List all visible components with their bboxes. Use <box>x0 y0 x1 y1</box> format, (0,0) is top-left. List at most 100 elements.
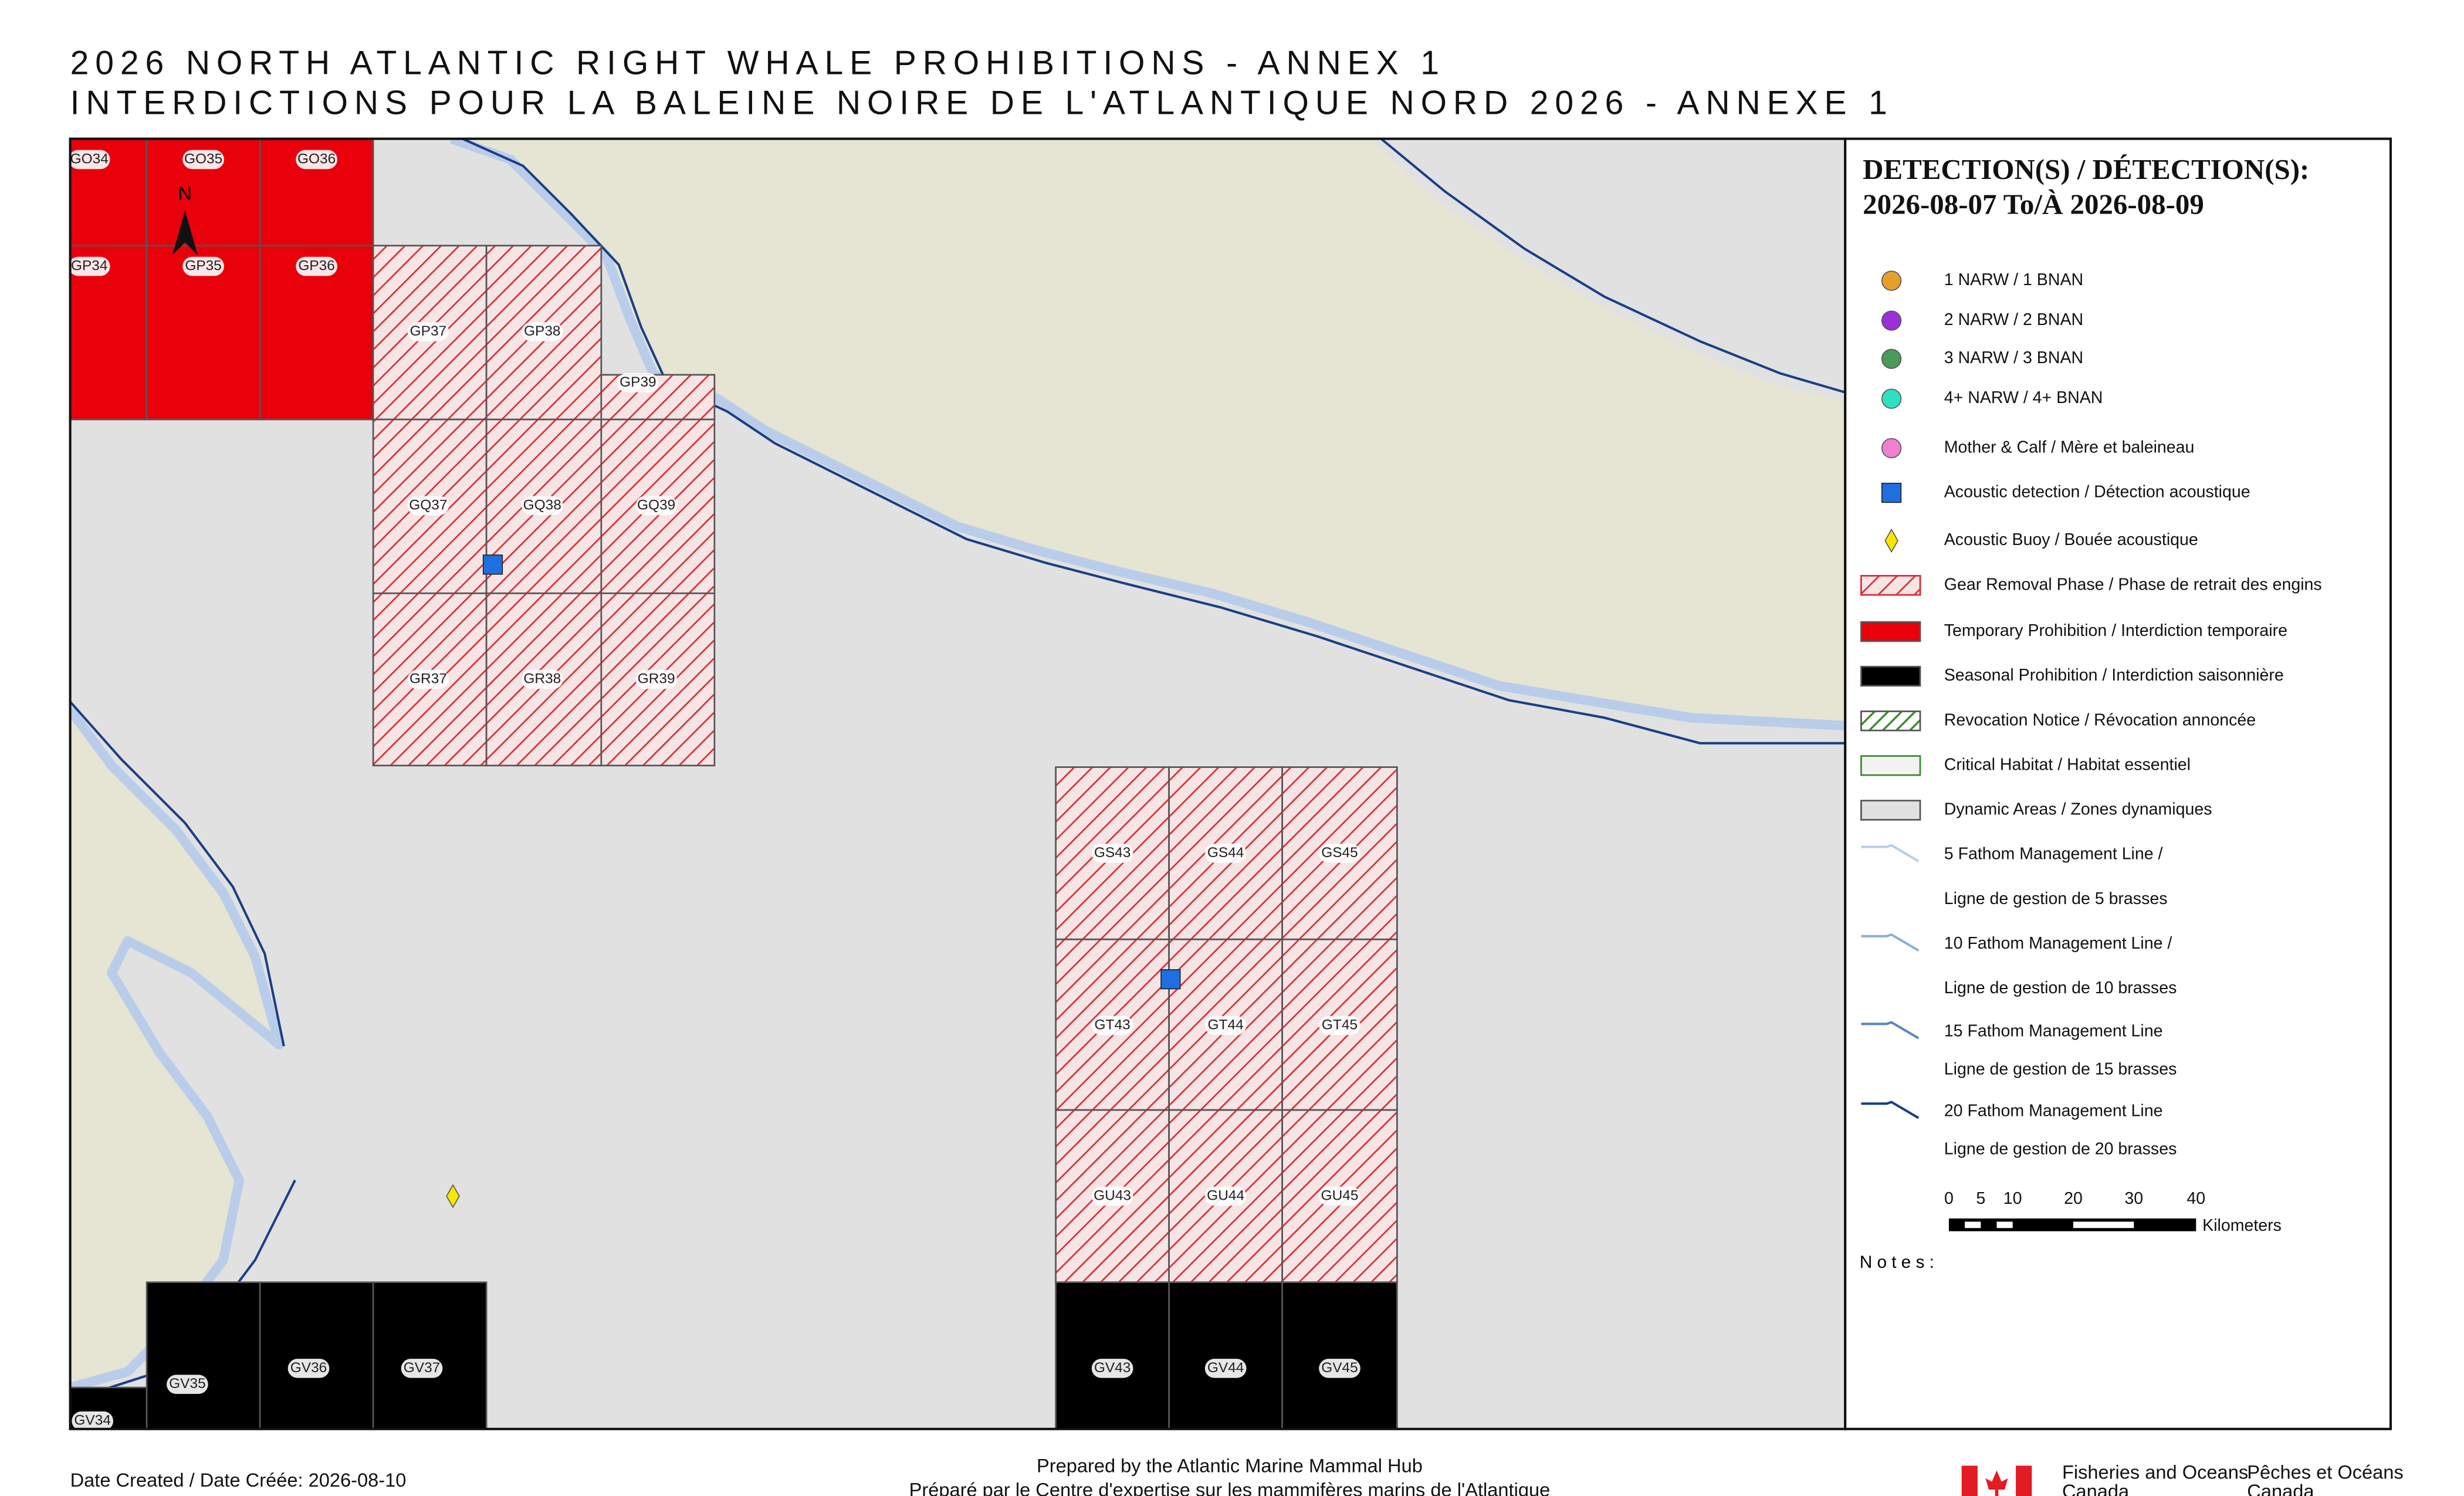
cell-label: GT43 <box>1095 1017 1131 1033</box>
cell-label-bg <box>1319 844 1360 863</box>
legend-label: 20 Fathom Management Line <box>1944 1101 2163 1120</box>
legend-symbol <box>1881 388 1902 409</box>
cell-label-bg <box>296 256 337 276</box>
cell-label-bg <box>521 669 563 689</box>
fathom-line <box>462 138 1846 744</box>
legend-label: Acoustic detection / Détection acoustiqu… <box>1944 483 2250 502</box>
scale-bar <box>1948 1218 2196 1231</box>
cell-label-bg <box>1204 1186 1247 1206</box>
legend-label: 1 NARW / 1 BNAN <box>1944 270 2083 289</box>
legend-label: 10 Fathom Management Line / <box>1944 934 2172 953</box>
legend-symbol <box>1861 844 1920 862</box>
grid-cell <box>1281 1281 1398 1429</box>
legend-label: Gear Removal Phase / Phase de retrait de… <box>1944 575 2322 594</box>
cell-label: GV37 <box>404 1360 441 1376</box>
cell-label-bg <box>1204 1359 1247 1378</box>
cell-label: GP34 <box>71 258 108 273</box>
cell-label-bg <box>407 669 449 689</box>
legend-symbol <box>1881 270 1902 291</box>
legend-label: 4+ NARW / 4+ BNAN <box>1944 388 2103 407</box>
cell-label: GP38 <box>524 323 561 339</box>
legend-symbol <box>1861 1101 1920 1119</box>
legend-label: Ligne de gestion de 15 brasses <box>1944 1060 2177 1079</box>
legend-symbol <box>1884 528 1898 553</box>
cell-label: GU43 <box>1094 1187 1131 1203</box>
cell-label: GO36 <box>297 151 336 167</box>
cell-label-bg <box>617 373 659 392</box>
cell-label: GT44 <box>1208 1017 1244 1033</box>
scale-bar <box>1965 1221 1981 1228</box>
cell-label: GU44 <box>1207 1187 1244 1203</box>
title-en: 2026 NORTH ATLANTIC RIGHT WHALE PROHIBIT… <box>70 45 1446 82</box>
cell-label-bg <box>407 496 449 516</box>
cell-label-bg <box>167 1375 208 1394</box>
legend-symbol <box>1860 800 1921 821</box>
cell-label-bg <box>1204 844 1247 863</box>
legend-label: Revocation Notice / Révocation annoncée <box>1944 710 2256 729</box>
cell-label-bg <box>182 256 224 276</box>
legend-label: Ligne de gestion de 20 brasses <box>1944 1140 2177 1159</box>
cell-label-bg <box>1091 1359 1133 1378</box>
map: GO34 GO35 GO36 GP34 GP35 GP36 GP37 GP38 GP39 GQ37… <box>70 138 1846 1429</box>
legend-label: Mother & Calf / Mère et baleineau <box>1944 438 2195 456</box>
notes: Notes: <box>1860 1253 1939 1272</box>
legend-symbol <box>1860 710 1921 732</box>
legend-title: 2026-08-07 To/À 2026-08-09 <box>1863 188 2204 221</box>
cell-label: GP39 <box>620 374 656 390</box>
cell-label: GR37 <box>409 671 447 687</box>
cell-label-bg <box>287 1359 330 1378</box>
legend-symbol <box>1881 310 1902 331</box>
legend-label: 5 Fathom Management Line / <box>1944 845 2163 864</box>
legend-label: Dynamic Areas / Zones dynamiques <box>1944 800 2212 819</box>
cell-label: GO35 <box>184 151 222 167</box>
cell-label: GV35 <box>169 1376 206 1392</box>
cell-label-bg <box>182 150 224 170</box>
acoustic-buoy <box>446 1184 460 1209</box>
cell-label: GQ38 <box>523 497 561 513</box>
cell-label-bg <box>296 150 337 170</box>
scale-bar <box>1996 1221 2013 1228</box>
cell-label: GP37 <box>410 323 447 339</box>
legend-symbol <box>1881 482 1902 503</box>
grid-cell <box>145 1281 261 1429</box>
legend-symbol <box>1860 666 1921 687</box>
cell-label-bg <box>1319 1186 1360 1206</box>
legend-symbol <box>1881 348 1902 369</box>
cell-label: GV44 <box>1207 1360 1244 1376</box>
grid-cell <box>259 1281 374 1429</box>
cell-label: GR39 <box>638 671 675 687</box>
cell-label-bg <box>1319 1016 1360 1035</box>
legend-title: DETECTION(S) / DÉTECTION(S): <box>1863 153 2309 185</box>
legend-label: 3 NARW / 3 BNAN <box>1944 348 2083 367</box>
acoustic-detection <box>1160 969 1181 990</box>
legend-symbol <box>1860 755 1921 776</box>
grid-cell <box>1055 1281 1170 1429</box>
cell-label: GP35 <box>185 258 222 273</box>
cell-label-bg <box>70 256 110 276</box>
date-created: Date Created / Date Créée: 2026-08-10 <box>70 1469 407 1491</box>
grid-cell <box>1168 1281 1283 1429</box>
title-fr: INTERDICTIONS POUR LA BALEINE NOIRE DE L… <box>70 84 1894 122</box>
legend-label: Ligne de gestion de 10 brasses <box>1944 979 2177 997</box>
scale-label: 5 <box>1976 1189 1985 1208</box>
canada-flag <box>1961 1465 2032 1496</box>
dfo-en: Canada <box>2062 1480 2130 1496</box>
cell-label: GR38 <box>523 671 561 687</box>
cell-label: GT45 <box>1322 1017 1358 1033</box>
cell-label-bg <box>407 322 449 341</box>
legend-label: Seasonal Prohibition / Interdiction sais… <box>1944 666 2284 685</box>
legend-symbol <box>1861 1021 1920 1040</box>
cell-label: GV45 <box>1321 1360 1358 1376</box>
cell-label-bg <box>1091 1186 1133 1206</box>
cell-label: GV36 <box>290 1360 327 1376</box>
cell-label: GP36 <box>298 258 335 273</box>
cell-label: GV34 <box>74 1413 111 1429</box>
cell-label: GV43 <box>1094 1360 1131 1376</box>
cell-label-bg <box>1319 1359 1360 1378</box>
cell-label-bg <box>1091 844 1133 863</box>
legend-label: 2 NARW / 2 BNAN <box>1944 310 2083 329</box>
legend-symbol <box>1881 438 1902 459</box>
scale-label: 10 <box>2003 1189 2022 1208</box>
channel <box>1371 138 1846 402</box>
